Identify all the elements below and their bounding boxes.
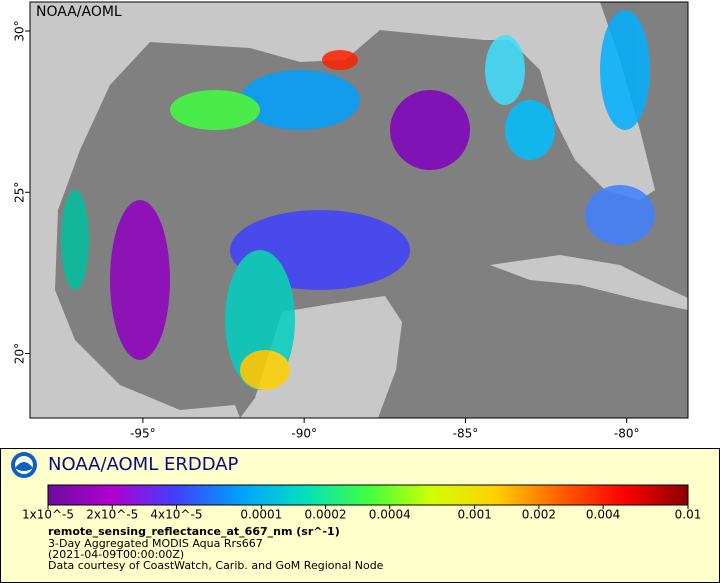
colorbar-tick-label: 0.002: [522, 508, 556, 522]
colorbar: [47, 484, 689, 506]
colorbar-tick-label: 0.0002: [305, 508, 347, 522]
variable-name: remote_sensing_reflectance_at_667_nm (sr…: [48, 525, 340, 538]
x-tick-label: -90°: [291, 427, 317, 441]
map-frame: [29, 1, 689, 419]
x-tick-label: -95°: [130, 427, 156, 441]
colorbar-tick-label: 1x10^-5: [22, 508, 74, 522]
colorbar-tick-label: 0.004: [586, 508, 620, 522]
land-mexico-us: [30, 2, 485, 418]
x-tick-label: -85°: [453, 427, 479, 441]
colorbar-ticks: 1x10^-5 2x10^-5 4x10^-5 0.0001 0.0002 0.0004 0…: [22, 505, 701, 522]
y-tick-label: 25°: [13, 182, 27, 203]
x-tick-label: -80°: [614, 427, 640, 441]
map-label-bg: [32, 3, 132, 21]
colorbar-tick-label: 0.001: [457, 508, 491, 522]
noaa-logo: [11, 452, 37, 478]
colorbar-tick-label: 0.01: [675, 508, 702, 522]
colorbar-tick-label: 0.0004: [369, 508, 411, 522]
land-cuba: [490, 255, 688, 310]
map: [30, 2, 688, 418]
caption-line: (2021-04-09T00:00:00Z): [48, 548, 184, 561]
colorbar-tick-label: 2x10^-5: [86, 508, 138, 522]
caption-line: Data courtesy of CoastWatch, Carib. and …: [48, 559, 384, 572]
legend-title: NOAA/AOML ERDDAP: [48, 454, 239, 475]
colorbar-tick-label: 4x10^-5: [150, 508, 202, 522]
legend-panel: [0, 448, 720, 583]
axes: -95° -90° -85° -80° 20° 25° 30°: [13, 20, 640, 440]
reflectance-field: [61, 10, 655, 390]
y-tick-label: 20°: [13, 343, 27, 364]
colorbar-tick-label: 0.0001: [240, 508, 282, 522]
y-tick-label: 30°: [13, 20, 27, 41]
caption-line: 3-Day Aggregated MODIS Aqua Rrs667: [48, 537, 263, 550]
map-label: NOAA/AOML: [36, 4, 122, 20]
